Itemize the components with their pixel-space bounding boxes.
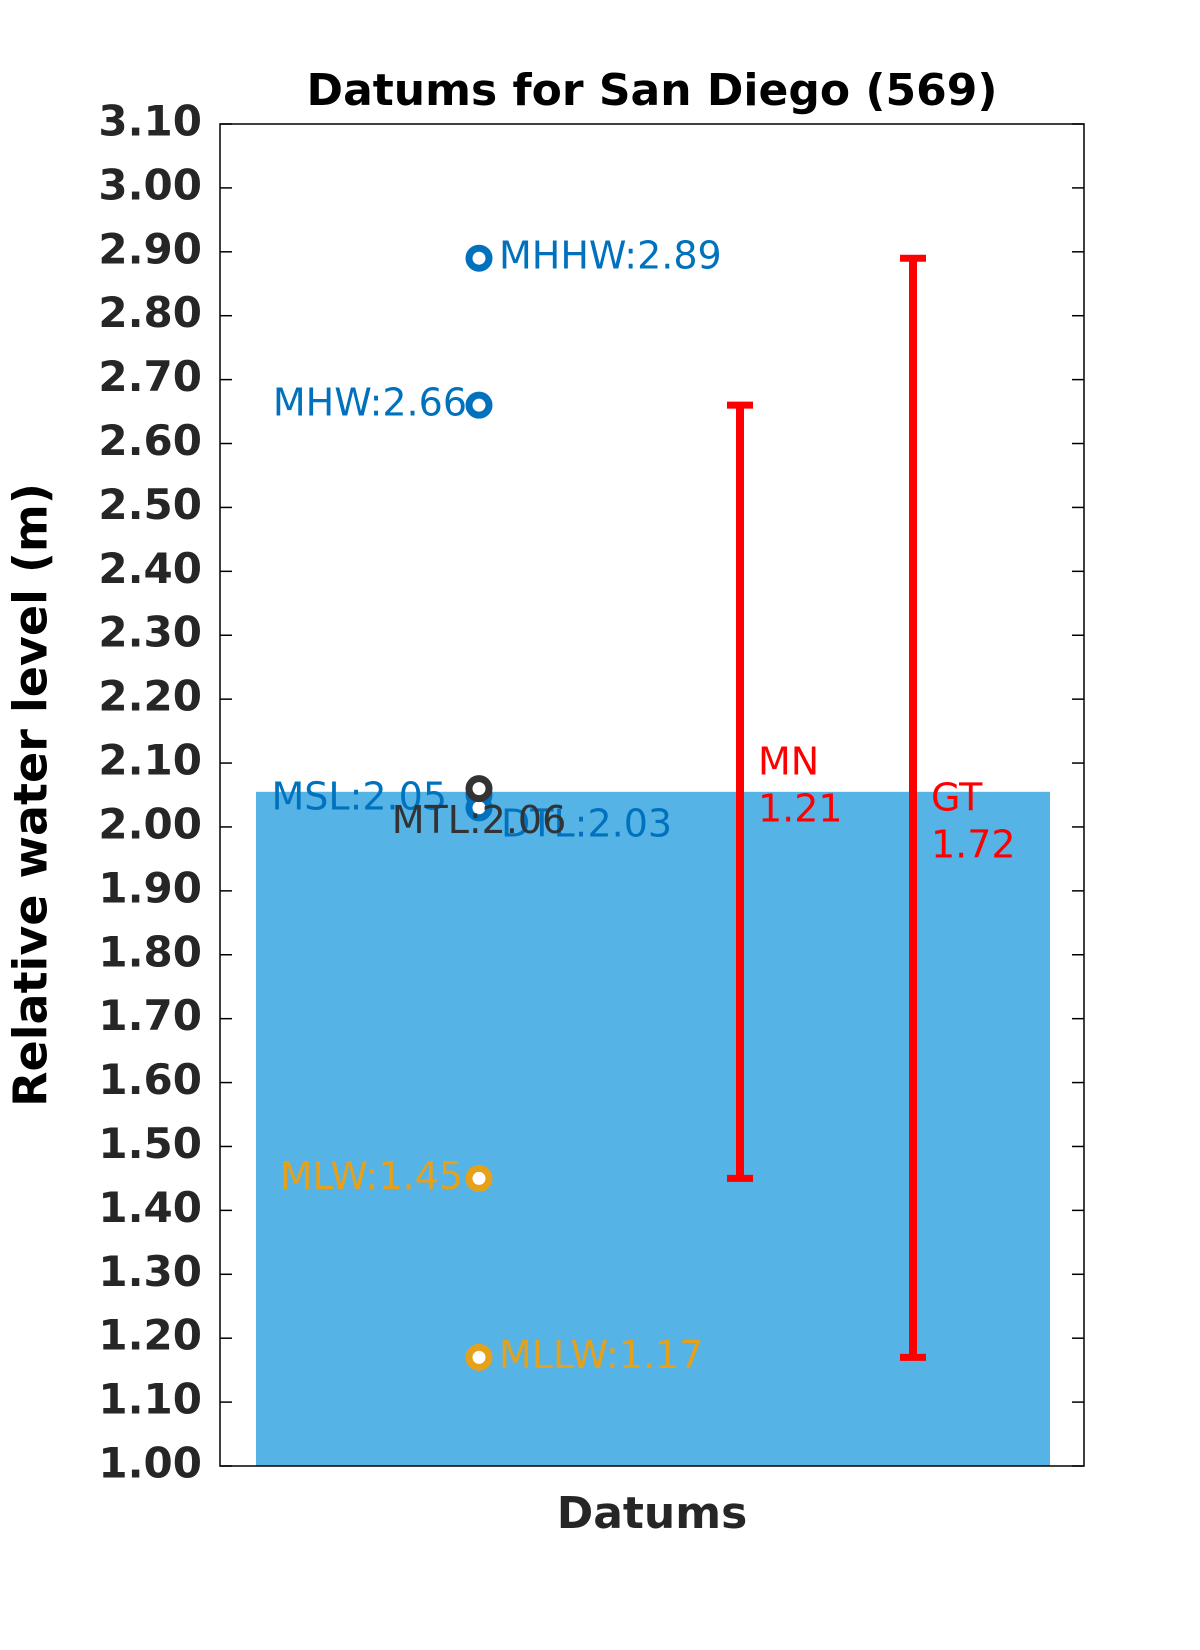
- datum-label: MHW:2.66: [273, 381, 467, 425]
- range-name: MN: [758, 739, 819, 783]
- y-tick-label: 1.80: [98, 927, 202, 976]
- y-tick-label: 2.10: [98, 736, 202, 785]
- y-tick-label: 2.80: [98, 288, 202, 337]
- datum-label: MLW:1.45: [280, 1154, 463, 1198]
- y-tick-label: 2.20: [98, 672, 202, 721]
- datum-label: MTL:2.06: [392, 798, 567, 842]
- datum-marker: [465, 1164, 493, 1192]
- y-tick-label: 2.50: [98, 480, 202, 529]
- y-tick-label: 1.10: [98, 1375, 202, 1424]
- datum-label: MLLW:1.17: [499, 1333, 703, 1377]
- datum-marker: [465, 391, 493, 419]
- datum-marker: [465, 244, 493, 272]
- plot-frame: [219, 123, 1085, 1467]
- datum-marker: [465, 775, 493, 803]
- chart-title: Datums for San Diego (569): [307, 65, 998, 116]
- y-tick-label: 2.70: [98, 352, 202, 401]
- y-tick-label: 1.00: [98, 1439, 202, 1488]
- y-tick-label: 2.90: [98, 224, 202, 273]
- y-tick-label: 1.30: [98, 1247, 202, 1296]
- y-tick-label: 3.00: [98, 160, 202, 209]
- y-tick-label: 1.60: [98, 1055, 202, 1104]
- y-tick-label: 1.20: [98, 1311, 202, 1360]
- water-bar: [256, 791, 1050, 1466]
- range-value: 1.21: [758, 786, 843, 830]
- datum-label: MHHW:2.89: [499, 234, 722, 278]
- y-tick-label: 1.70: [98, 991, 202, 1040]
- y-axis-label: Relative water level (m): [4, 483, 58, 1107]
- y-tick-label: 1.40: [98, 1183, 202, 1232]
- y-tick-label: 1.50: [98, 1119, 202, 1168]
- y-tick-label: 2.60: [98, 416, 202, 465]
- range-name: GT: [931, 775, 983, 819]
- range-value: 1.72: [931, 822, 1016, 866]
- datum-marker: [465, 1343, 493, 1371]
- y-tick-label: 3.10: [98, 97, 202, 146]
- y-tick-label: 2.40: [98, 544, 202, 593]
- x-axis-label: Datums: [557, 1488, 748, 1539]
- datum-label: MSL:2.05: [272, 775, 448, 819]
- y-tick-label: 2.00: [98, 799, 202, 848]
- datum-label: DTL:2.03: [501, 801, 672, 845]
- y-tick-label: 1.90: [98, 863, 202, 912]
- y-tick-label: 2.30: [98, 608, 202, 657]
